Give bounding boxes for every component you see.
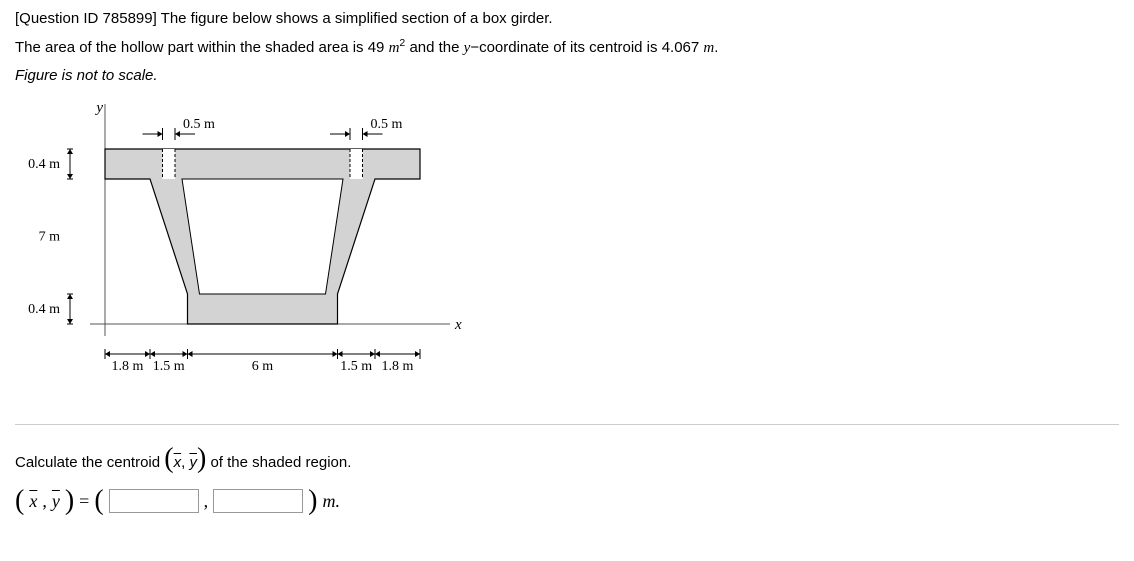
svg-text:7 m: 7 m xyxy=(39,230,61,245)
centroid-y: 4.067 xyxy=(662,39,700,56)
separator xyxy=(15,424,1119,425)
question-id: [Question ID 785899] xyxy=(15,10,157,27)
stem-2c: −coordinate of its centroid is xyxy=(470,39,661,56)
ans-equals: = xyxy=(79,491,89,512)
scale-note: Figure is not to scale. xyxy=(15,67,1119,84)
ans-open-paren2: ( xyxy=(94,485,103,517)
girder-diagram: y x 0.5 m 0.5 m 0.4 m 7 m 0.4 m 1.8 m 1.5 m 6 m 1.… xyxy=(15,94,485,394)
svg-text:0.4 m: 0.4 m xyxy=(28,302,60,317)
svg-text:1.8 m: 1.8 m xyxy=(112,359,144,374)
stem-1: The figure below shows a simplified sect… xyxy=(161,10,553,27)
area-unit-base: m xyxy=(389,40,400,56)
ans-xbar: x xyxy=(29,491,37,512)
area-unit-exp: 2 xyxy=(399,37,405,49)
hollow-area: 49 xyxy=(368,39,385,56)
svg-text:0.5 m: 0.5 m xyxy=(371,117,403,132)
svg-text:1.5 m: 1.5 m xyxy=(153,359,185,374)
ybar-sym: y xyxy=(189,454,197,471)
open-paren: ( xyxy=(164,443,173,474)
ans-close-paren2: ) xyxy=(308,485,317,517)
stem-2d: . xyxy=(714,39,718,56)
ans-unit: m. xyxy=(322,491,340,512)
svg-text:6 m: 6 m xyxy=(252,359,274,374)
figure: y x 0.5 m 0.5 m 0.4 m 7 m 0.4 m 1.8 m 1.5 m 6 m 1.… xyxy=(15,94,485,394)
ans-comma2: , xyxy=(204,491,209,512)
svg-text:0.4 m: 0.4 m xyxy=(28,157,60,172)
y-input[interactable] xyxy=(213,489,303,513)
ans-open-paren: ( xyxy=(15,485,24,517)
ans-close-paren: ) xyxy=(65,485,74,517)
svg-text:1.8 m: 1.8 m xyxy=(382,359,414,374)
xbar-sym: x xyxy=(174,454,182,471)
x-input[interactable] xyxy=(109,489,199,513)
svg-text:0.5 m: 0.5 m xyxy=(183,117,215,132)
stem-2b: and the xyxy=(409,39,463,56)
ans-comma1: , xyxy=(42,491,47,512)
prompt-a: Calculate the centroid xyxy=(15,454,164,471)
prompt-b: of the shaded region. xyxy=(210,454,351,471)
close-paren: ) xyxy=(197,443,206,474)
centroid-unit: m xyxy=(703,40,714,56)
svg-text:y: y xyxy=(94,100,103,116)
svg-text:1.5 m: 1.5 m xyxy=(340,359,372,374)
stem-2a: The area of the hollow part within the s… xyxy=(15,39,368,56)
svg-text:x: x xyxy=(454,317,462,333)
ans-ybar: y xyxy=(52,491,60,512)
